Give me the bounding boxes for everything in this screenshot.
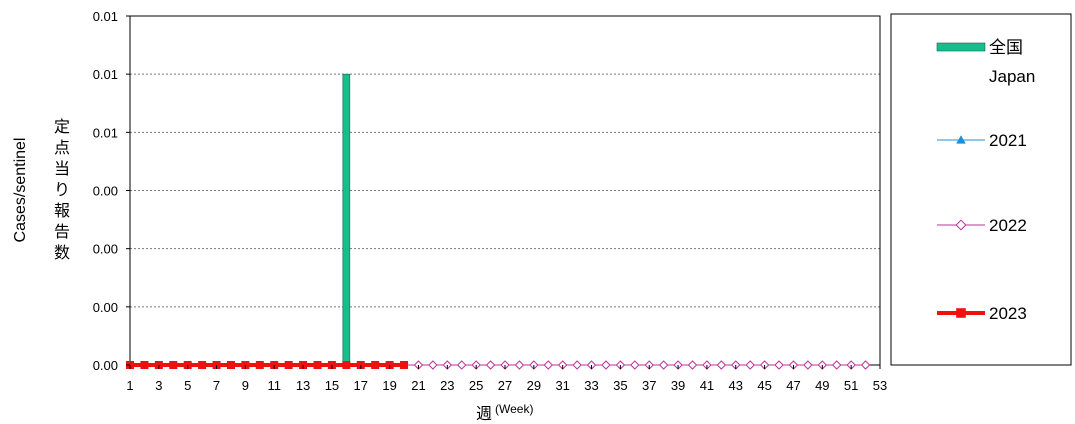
point-2022-week-46 xyxy=(774,360,784,370)
x-tick-label: 25 xyxy=(469,378,483,393)
point-2022-week-22 xyxy=(428,360,438,370)
point-2023-week-2 xyxy=(140,361,149,369)
bar-week-16 xyxy=(342,73,351,366)
x-tick-label: 13 xyxy=(296,378,310,393)
point-2023-week-10 xyxy=(255,361,264,369)
point-2022-week-34 xyxy=(601,360,611,370)
x-axis-label-note: (Week) xyxy=(495,402,533,416)
x-axis-ticks: 1 3 5 7 9 11 13 15 17 19 21 23 25 27 29 31 33 35 37 39 41 43 4… xyxy=(126,365,887,393)
y-axis-ticks: 0.00 0.00 0.00 0.00 0.01 0.01 0.01 xyxy=(93,9,130,373)
x-tick-label: 37 xyxy=(642,378,656,393)
y-axis-label: Cases/sentinel xyxy=(12,138,29,243)
x-tick-label: 31 xyxy=(555,378,569,393)
x-tick-label: 9 xyxy=(242,378,249,393)
x-tick-label: 53 xyxy=(873,378,887,393)
x-tick-label: 27 xyxy=(498,378,512,393)
y-tick-label: 0.00 xyxy=(93,242,118,257)
legend-label-japan-line1: 全国 xyxy=(989,38,1023,57)
point-2023-week-12 xyxy=(284,361,293,369)
x-tick-label: 47 xyxy=(786,378,800,393)
x-axis-label: 週 xyxy=(476,404,492,423)
y-tick-label: 0.01 xyxy=(93,9,118,24)
point-2022-week-44 xyxy=(745,360,755,370)
x-tick-label: 1 xyxy=(126,378,133,393)
point-2022-week-30 xyxy=(543,360,553,370)
x-tick-label: 29 xyxy=(527,378,541,393)
point-2022-week-50 xyxy=(832,360,842,370)
point-2022-week-52 xyxy=(860,360,871,370)
legend: 全国 Japan 2021 2022 2023 xyxy=(890,13,1072,366)
legend-label-2023: 2023 xyxy=(989,304,1027,323)
point-2023-week-8 xyxy=(226,361,235,369)
point-2023-week-6 xyxy=(198,361,207,369)
legend-marker-2023 xyxy=(956,308,966,318)
x-tick-label: 43 xyxy=(729,378,743,393)
x-tick-label: 15 xyxy=(325,378,339,393)
x-tick-label: 21 xyxy=(411,378,425,393)
legend-box xyxy=(890,13,1072,366)
point-2022-week-48 xyxy=(803,360,813,370)
point-2022-week-38 xyxy=(658,360,669,370)
x-tick-label: 41 xyxy=(700,378,714,393)
point-2022-week-40 xyxy=(687,360,698,370)
plot-area xyxy=(126,15,881,370)
point-2022-week-28 xyxy=(514,360,525,370)
y-axis-label-jp-char: 数 xyxy=(54,243,70,262)
legend-marker-2021 xyxy=(956,135,966,144)
point-2023-week-4 xyxy=(169,361,178,369)
point-2022-week-36 xyxy=(630,360,640,370)
y-axis-label-jp-char: 当 xyxy=(54,159,70,178)
y-axis-label-jp-char: り xyxy=(54,180,70,199)
x-tick-label: 19 xyxy=(382,378,396,393)
y-tick-label: 0.00 xyxy=(93,300,118,315)
point-2022-week-42 xyxy=(716,360,727,370)
y-tick-label: 0.00 xyxy=(93,184,118,199)
point-2023-week-20 xyxy=(400,361,409,369)
legend-swatch-japan xyxy=(936,42,986,52)
point-2023-week-14 xyxy=(313,361,322,369)
x-tick-label: 33 xyxy=(584,378,598,393)
x-tick-label: 39 xyxy=(671,378,685,393)
point-2022-week-32 xyxy=(572,360,582,370)
point-2022-week-26 xyxy=(485,360,496,370)
point-2022-week-24 xyxy=(457,360,467,370)
y-tick-label: 0.00 xyxy=(93,358,118,373)
legend-marker-2022 xyxy=(955,219,967,231)
x-tick-label: 45 xyxy=(757,378,771,393)
legend-label-2022: 2022 xyxy=(989,216,1027,235)
y-axis-label-jp-char: 定 xyxy=(54,117,70,136)
x-tick-label: 5 xyxy=(184,378,191,393)
x-tick-label: 23 xyxy=(440,378,454,393)
y-axis-label-jp-char: 報 xyxy=(54,201,70,220)
x-tick-label: 49 xyxy=(815,378,829,393)
x-tick-label: 51 xyxy=(844,378,858,393)
y-tick-label: 0.01 xyxy=(93,125,118,140)
point-2023-week-16 xyxy=(342,361,351,369)
x-tick-label: 3 xyxy=(155,378,162,393)
gridlines xyxy=(130,73,880,308)
x-tick-label: 17 xyxy=(354,378,368,393)
y-axis-label-jp-char: 点 xyxy=(54,138,70,157)
y-tick-label: 0.01 xyxy=(93,67,118,82)
x-tick-label: 35 xyxy=(613,378,627,393)
legend-label-2021: 2021 xyxy=(989,131,1027,150)
x-tick-label: 11 xyxy=(267,378,281,393)
legend-label-japan-line2: Japan xyxy=(989,67,1035,86)
y-axis-label-jp-char: 告 xyxy=(54,222,70,241)
x-tick-label: 7 xyxy=(213,378,220,393)
point-2023-week-18 xyxy=(371,361,380,369)
